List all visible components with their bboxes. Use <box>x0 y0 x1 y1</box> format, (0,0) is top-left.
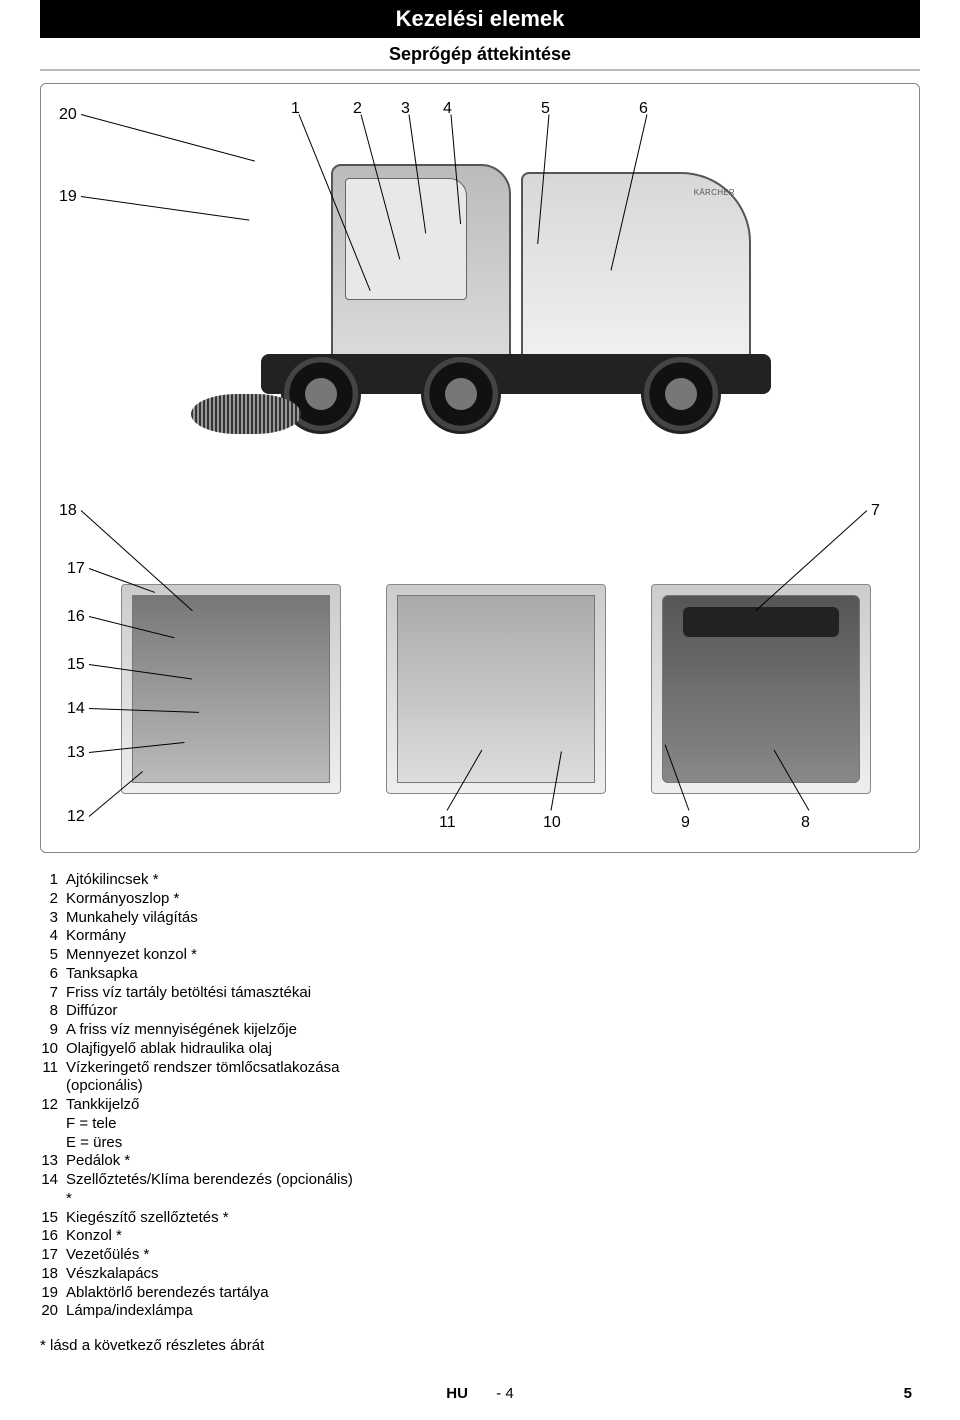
parts-row: 1Ajtókilincsek * <box>40 871 360 890</box>
parts-subrow: E = üres <box>40 1134 360 1153</box>
parts-row: 12Tankkijelző <box>40 1096 360 1115</box>
main-vehicle-image <box>101 124 879 484</box>
detail-image-side <box>386 584 606 794</box>
parts-row: 2Kormányoszlop * <box>40 890 360 909</box>
callout-11: 11 <box>439 814 456 832</box>
parts-row: 5Mennyezet konzol * <box>40 946 360 965</box>
overview-figure: 1234562019187171615141312111098 <box>40 83 920 853</box>
parts-row: 19Ablaktörlő berendezés tartálya <box>40 1284 360 1303</box>
footer-page: - 4 <box>496 1385 514 1402</box>
detail-image-rear <box>651 584 871 794</box>
callout-14: 14 <box>67 700 85 718</box>
callout-9: 9 <box>681 814 690 832</box>
callout-10: 10 <box>543 814 561 832</box>
footnote: * lásd a következő részletes ábrát <box>40 1337 920 1354</box>
parts-row: 11Vízkeringető rendszer tömlőcsatlakozás… <box>40 1059 360 1097</box>
page-footer: HU - 4 5 <box>0 1385 960 1402</box>
parts-row: 4Kormány <box>40 927 360 946</box>
footer-lang: HU <box>446 1385 468 1402</box>
parts-row: 3Munkahely világítás <box>40 909 360 928</box>
detail-images-row <box>41 544 919 834</box>
parts-row: 7Friss víz tartály betöltési támasztékai <box>40 984 360 1003</box>
page-subtitle: Seprőgép áttekintése <box>40 44 920 71</box>
parts-row: 18Vészkalapács <box>40 1265 360 1284</box>
callout-16: 16 <box>67 608 85 626</box>
callout-7: 7 <box>871 502 880 520</box>
parts-row: 20Lámpa/indexlámpa <box>40 1302 360 1321</box>
parts-row: 15Kiegészítő szellőztetés * <box>40 1209 360 1228</box>
callout-13: 13 <box>67 744 85 762</box>
parts-row: 10Olajfigyelő ablak hidraulika olaj <box>40 1040 360 1059</box>
callout-15: 15 <box>67 656 85 674</box>
parts-row: 16Konzol * <box>40 1227 360 1246</box>
parts-row: 13Pedálok * <box>40 1152 360 1171</box>
parts-row: 8Diffúzor <box>40 1002 360 1021</box>
parts-row: 9A friss víz mennyiségének kijelzője <box>40 1021 360 1040</box>
callout-19: 19 <box>59 188 77 206</box>
footer-total: 5 <box>904 1385 912 1402</box>
parts-row: 17Vezetőülés * <box>40 1246 360 1265</box>
parts-subrow: F = tele <box>40 1115 360 1134</box>
callout-17: 17 <box>67 560 85 578</box>
parts-list: 1Ajtókilincsek *2Kormányoszlop *3Munkahe… <box>40 871 360 1321</box>
callout-12: 12 <box>67 808 85 826</box>
callout-8: 8 <box>801 814 810 832</box>
detail-image-cabin <box>121 584 341 794</box>
parts-row: 6Tanksapka <box>40 965 360 984</box>
callout-18: 18 <box>59 502 77 520</box>
page-title: Kezelési elemek <box>40 0 920 38</box>
callout-20: 20 <box>59 106 77 124</box>
parts-row: 14Szellőztetés/Klíma berendezés (opcioná… <box>40 1171 360 1209</box>
